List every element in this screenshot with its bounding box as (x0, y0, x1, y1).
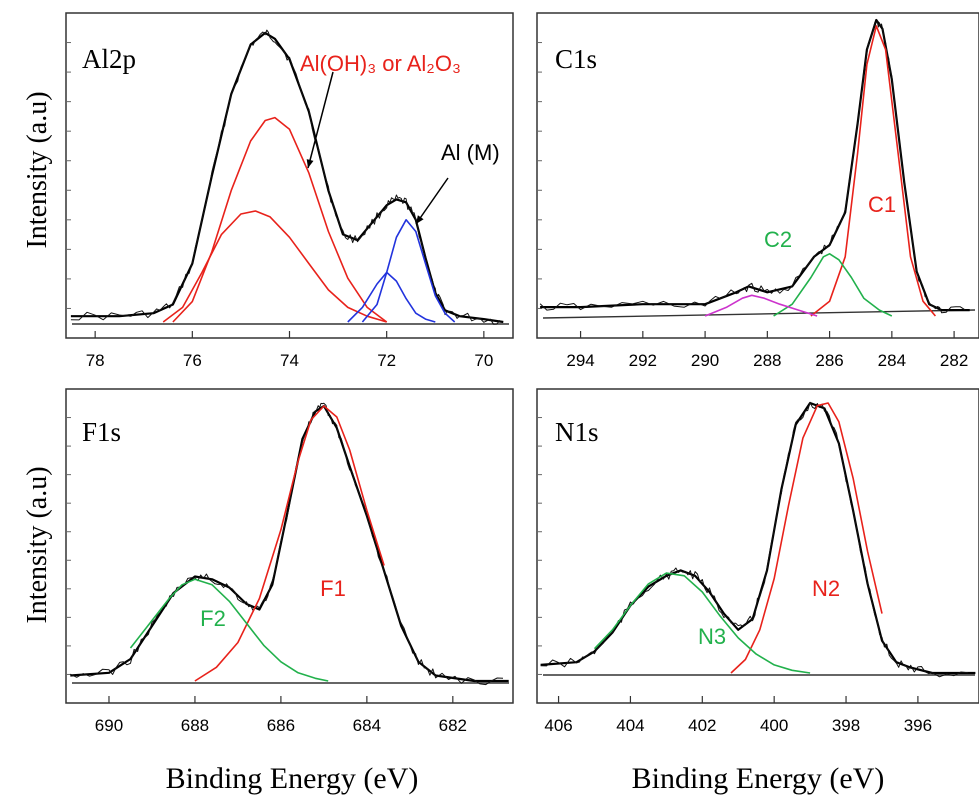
fit-component-curve (593, 572, 811, 674)
x-tick-label: 690 (95, 716, 123, 735)
fit-component-curve (162, 210, 387, 323)
x-tick-label: 396 (904, 716, 932, 735)
peak-annotation: N3 (698, 624, 726, 649)
x-tick-label: 286 (815, 351, 843, 370)
peak-annotation: C2 (764, 227, 792, 252)
x-tick-label: 686 (267, 716, 295, 735)
x-axis-title-right: Binding Energy (eV) (632, 762, 885, 795)
x-tick-label: 682 (439, 716, 467, 735)
fit-component-curve (361, 219, 456, 323)
fit-component-curve (773, 253, 893, 317)
x-tick-label: 74 (280, 351, 299, 370)
panel-n1s: 406 404 402 400 398 396 N1s N3 N2 (536, 388, 979, 735)
fit-component-curve (129, 578, 329, 682)
panel-c1s: 294 292 290 288 286 284 282 C1s C2 C1 (536, 12, 979, 370)
x-tick-label: 404 (616, 716, 644, 735)
panel-label: N1s (555, 417, 599, 447)
plot-frame (65, 388, 514, 704)
x-tick-label: 282 (940, 351, 968, 370)
x-tick-label: 288 (753, 351, 781, 370)
annotation-arrowhead (306, 159, 314, 168)
plot-frame (536, 388, 979, 704)
x-tick-label: 290 (691, 351, 719, 370)
raw-spectrum (539, 21, 966, 314)
fit-component-curve (704, 294, 818, 317)
annotation-arrow (307, 71, 334, 169)
x-tick-label: 406 (544, 716, 572, 735)
panel-label: Al2p (82, 44, 136, 74)
y-axis-title-top: Intensity (a.u) (22, 91, 53, 248)
x-tick-label: 400 (760, 716, 788, 735)
x-tick-label: 78 (86, 351, 105, 370)
x-tick-label: 292 (629, 351, 657, 370)
raw-spectrum (70, 29, 501, 325)
envelope-curve (70, 31, 504, 324)
raw-spectrum (540, 401, 969, 678)
envelope-curve (540, 18, 970, 312)
fit-component-curve (347, 271, 436, 323)
panel-label: C1s (555, 44, 597, 74)
x-tick-label: 70 (474, 351, 493, 370)
peak-annotation: F1 (320, 576, 346, 601)
annotation-arrow (415, 177, 449, 225)
panel-al2p: 78 76 74 72 70 Al2p Al(OH)₃ or Al₂O₃ Al (M) (65, 12, 514, 370)
peak-annotation: Al(OH)₃ or Al₂O₃ (300, 51, 461, 76)
x-tick-label: 398 (832, 716, 860, 735)
x-tick-label: 402 (688, 716, 716, 735)
x-tick-label: 684 (353, 716, 381, 735)
peak-annotation: C1 (868, 192, 896, 217)
fit-component-curve (810, 25, 937, 317)
fit-component-curve (194, 405, 385, 682)
x-axis-title-left: Binding Energy (eV) (166, 762, 419, 795)
peak-annotation: F2 (200, 606, 226, 631)
peak-annotation: Al (M) (441, 140, 500, 165)
background-line (542, 309, 976, 319)
x-tick-label: 72 (377, 351, 396, 370)
y-axis-title-bottom: Intensity (a.u) (22, 466, 53, 623)
annotation-arrowhead (416, 215, 424, 224)
x-tick-label: 688 (181, 716, 209, 735)
panel-f1s: 690 688 686 684 682 F1s F2 F1 (65, 388, 514, 735)
plot-frame (536, 12, 979, 339)
x-tick-label: 76 (183, 351, 202, 370)
fit-component-curve (730, 402, 883, 674)
x-tick-label: 284 (878, 351, 906, 370)
panel-label: F1s (82, 417, 121, 447)
x-tick-label: 294 (566, 351, 594, 370)
peak-annotation: N2 (812, 576, 840, 601)
fit-component-curve (172, 116, 388, 323)
